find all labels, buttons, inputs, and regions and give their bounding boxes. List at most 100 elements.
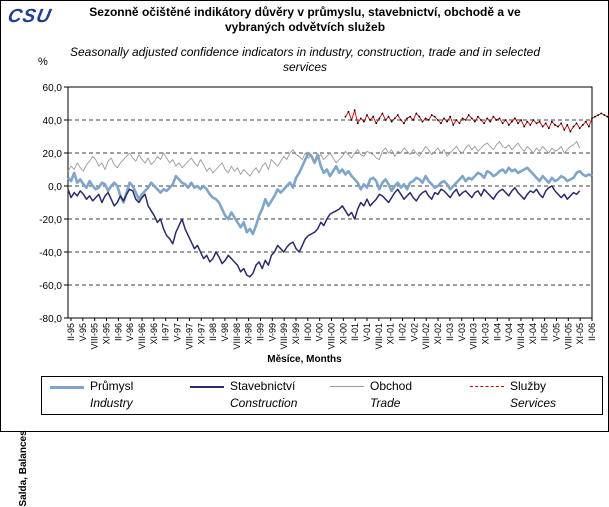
series-point-services [501, 122, 504, 125]
legend-swatch-construction [190, 386, 224, 388]
series-point-services [495, 119, 498, 121]
y-tick-label: -80,0 [39, 314, 62, 325]
series-point-services [514, 117, 516, 120]
y-tick-label: 40,0 [43, 116, 63, 127]
series-point-services [384, 119, 387, 121]
series-point-services [375, 122, 378, 125]
series-point-services [467, 114, 470, 116]
series-point-services [603, 114, 606, 116]
x-tick-label: V-95 [78, 323, 88, 342]
series-point-services [544, 122, 547, 125]
x-tick-label: XI-97 [196, 323, 206, 345]
series-point-services [424, 117, 427, 120]
legend-label-trade-en: Trade [370, 396, 401, 410]
series-point-services [557, 125, 559, 128]
series-point-services [566, 124, 569, 126]
x-tick-label: II-97 [161, 323, 171, 341]
series-point-services [440, 122, 442, 125]
series-line-construction [67, 185, 581, 278]
series-point-services [526, 120, 529, 123]
x-tick-label: V-05 [551, 323, 561, 342]
series-point-services [421, 120, 424, 123]
series-point-services [393, 117, 396, 120]
series-point-services [356, 122, 359, 125]
x-tick-label: XI-03 [480, 323, 490, 345]
series-point-services [399, 119, 402, 121]
series-point-services [347, 110, 350, 113]
legend-label-trade: Obchod [370, 379, 413, 393]
series-point-services [372, 115, 375, 118]
x-tick-label: VIII-98 [232, 323, 242, 350]
series-point-services [572, 125, 575, 128]
x-tick-label: VIII-02 [421, 323, 431, 350]
series-point-services [480, 119, 482, 121]
x-tick-label: VIII-96 [137, 323, 147, 350]
series-point-services [378, 117, 381, 120]
series-point-services [381, 112, 384, 115]
series-point-services [359, 117, 362, 120]
y-tick-label: 20,0 [43, 149, 63, 160]
legend: Průmysl Industry Stavebnictví Constructi… [41, 376, 603, 415]
x-tick-label: XI-02 [433, 323, 443, 345]
legend-swatch-services [470, 386, 504, 387]
y-tick-label: 60,0 [43, 83, 63, 94]
y-tick-label: -20,0 [39, 215, 62, 226]
plot-area [67, 86, 593, 319]
x-tick-label: II-99 [255, 323, 265, 341]
legend-item-construction: Stavebnictví Construction [186, 377, 326, 414]
series-point-services [415, 112, 418, 115]
x-tick-label: VIII-01 [374, 323, 384, 350]
series-point-services [563, 129, 566, 131]
series-point-services [461, 117, 464, 120]
series-point-services [470, 117, 473, 120]
x-tick-label: II-03 [445, 323, 455, 341]
x-tick-label: XI-05 [575, 323, 585, 345]
x-tick-label: VIII-04 [516, 323, 526, 350]
series-point-services [492, 115, 495, 118]
series-point-services [560, 122, 563, 125]
x-tick-label: II-02 [398, 323, 408, 341]
series-point-services [452, 124, 455, 126]
legend-label-industry-en: Industry [90, 396, 133, 410]
series-point-services [449, 115, 452, 118]
series-point-services [538, 120, 541, 123]
x-tick-label: V-03 [457, 323, 467, 342]
x-tick-label: XI-99 [291, 323, 301, 345]
series-point-services [396, 114, 399, 116]
series-point-services [418, 115, 421, 118]
series-point-services [406, 117, 408, 120]
x-tick-label: II-06 [587, 323, 597, 341]
series-point-services [554, 124, 556, 126]
series-point-services [390, 120, 393, 123]
series-point-services [483, 122, 486, 125]
x-tick-label: VIII-99 [279, 323, 289, 350]
series-point-services [591, 117, 593, 120]
x-tick-label: VIII-97 [184, 323, 194, 350]
legend-label-construction: Stavebnictví [230, 379, 296, 393]
series-point-services [458, 122, 461, 125]
series-point-services [369, 119, 371, 121]
x-tick-label: VIII-03 [469, 323, 479, 350]
series-point-services [600, 112, 603, 115]
y-unit-label: % [38, 56, 48, 68]
series-point-services [535, 122, 538, 125]
x-tick-label: VIII-95 [90, 323, 100, 350]
x-tick-label: XI-98 [244, 323, 254, 345]
legend-swatch-trade [330, 386, 364, 387]
series-point-services [433, 115, 436, 118]
series-point-services [427, 119, 430, 121]
line-chart: 60,0 40,0 20,0 0,0 -20,0 -40,0 -60,0 -80,0 II-95… [39, 83, 609, 350]
x-tick-label: VIII-00 [327, 323, 337, 350]
x-tick-label: V-02 [409, 323, 419, 342]
legend-item-trade: Obchod Trade [326, 377, 466, 414]
series-point-services [507, 124, 510, 126]
x-tick-label: XI-00 [338, 323, 348, 345]
series-point-services [353, 109, 356, 111]
x-tick-label: V-01 [362, 323, 372, 342]
x-tick-label: XI-95 [102, 323, 112, 345]
series-point-services [551, 120, 553, 123]
x-tick-label: II-95 [66, 323, 76, 341]
series-point-services [412, 119, 415, 121]
series-point-services [581, 124, 584, 126]
series-point-services [532, 119, 535, 121]
